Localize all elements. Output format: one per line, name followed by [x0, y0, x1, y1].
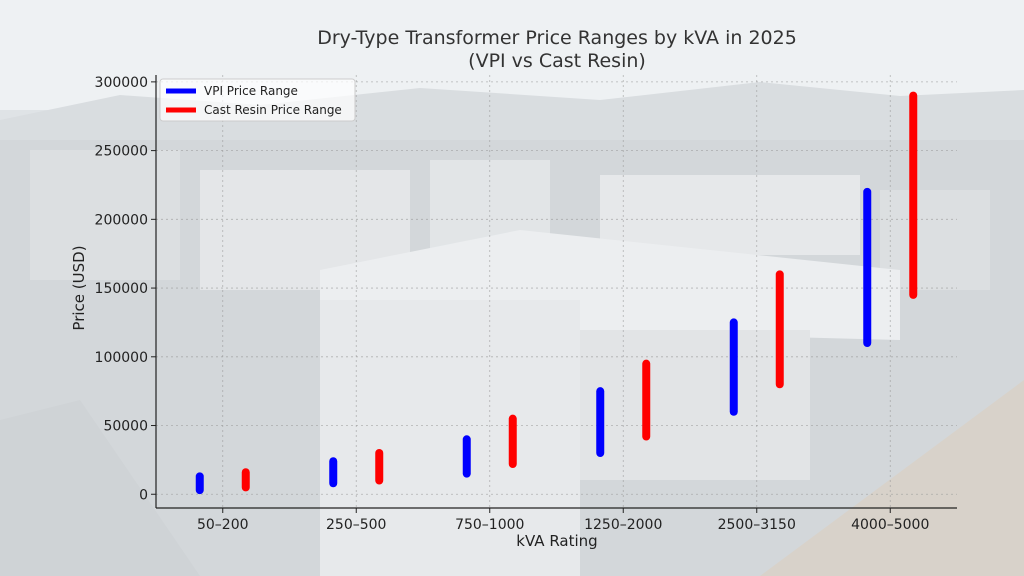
- x-tick-label: 4000–5000: [851, 517, 929, 533]
- axes: [155, 75, 957, 509]
- y-axis-label: Price (USD): [70, 245, 88, 330]
- legend: VPI Price Range Cast Resin Price Range: [159, 78, 356, 122]
- y-axis-ticks: 0 50000 100000 150000 200000 250000 300000: [95, 75, 156, 503]
- chart-title-line1: Dry-Type Transformer Price Ranges by kVA…: [317, 27, 797, 49]
- legend-label-cast-resin: Cast Resin Price Range: [204, 103, 342, 117]
- x-tick-label: 250–500: [326, 517, 386, 533]
- range-bars: [195, 91, 918, 495]
- y-tick-label: 100000: [95, 350, 148, 366]
- y-tick-label: 300000: [95, 75, 148, 91]
- y-tick-label: 50000: [103, 419, 148, 435]
- y-tick-label: 250000: [95, 144, 148, 160]
- x-axis-label: kVA Rating: [516, 532, 597, 550]
- x-tick-label: 1250–2000: [584, 517, 662, 533]
- y-tick-label: 150000: [95, 281, 148, 297]
- x-tick-label: 750–1000: [455, 517, 524, 533]
- legend-box: [159, 78, 356, 122]
- x-axis-ticks: 50–200 250–500 750–1000 1250–2000 2500–3150 4…: [197, 508, 929, 533]
- legend-label-vpi: VPI Price Range: [204, 84, 298, 98]
- chart-title-line2: (VPI vs Cast Resin): [468, 50, 646, 72]
- gridlines: [156, 75, 957, 508]
- y-tick-label: 200000: [95, 212, 148, 228]
- x-tick-label: 2500–3150: [718, 517, 796, 533]
- x-tick-label: 50–200: [197, 517, 249, 533]
- y-tick-label: 0: [139, 487, 148, 503]
